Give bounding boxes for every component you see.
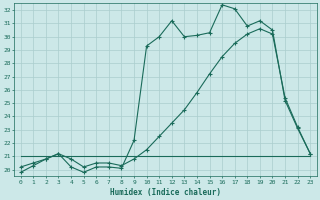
X-axis label: Humidex (Indice chaleur): Humidex (Indice chaleur) (110, 188, 221, 197)
